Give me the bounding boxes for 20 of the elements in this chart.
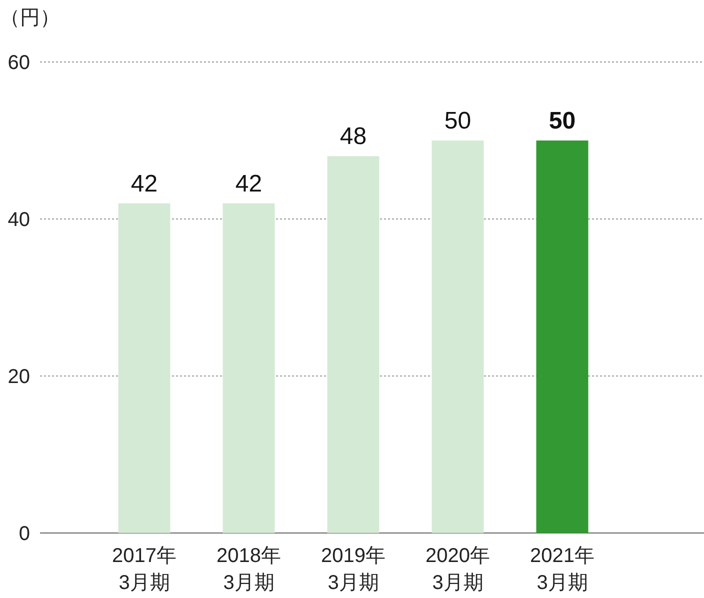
- x-tick-label: 2021年 3月期: [530, 545, 594, 594]
- x-tick-label: 2020年 3月期: [426, 545, 490, 594]
- data-label: 42: [130, 170, 158, 198]
- bar: [222, 203, 275, 533]
- bar: [327, 156, 380, 533]
- x-tick-label: 2017年 3月期: [112, 545, 176, 594]
- data-label: 42: [235, 170, 262, 198]
- bar: [118, 203, 170, 533]
- data-label: 50: [444, 108, 472, 134]
- y-tick-label: 0: [18, 523, 30, 545]
- y-tick-label: 40: [8, 209, 30, 231]
- bar: [432, 140, 484, 533]
- y-tick-label: 60: [8, 52, 30, 74]
- y-axis-title: （円）: [0, 7, 60, 29]
- data-label: 50: [548, 108, 576, 134]
- x-tick-label: 2018年 3月期: [216, 545, 281, 594]
- x-tick-label: 2019年 3月期: [321, 545, 386, 594]
- data-label: 48: [340, 123, 367, 150]
- y-tick-label: 20: [8, 366, 30, 388]
- bar: [536, 140, 588, 533]
